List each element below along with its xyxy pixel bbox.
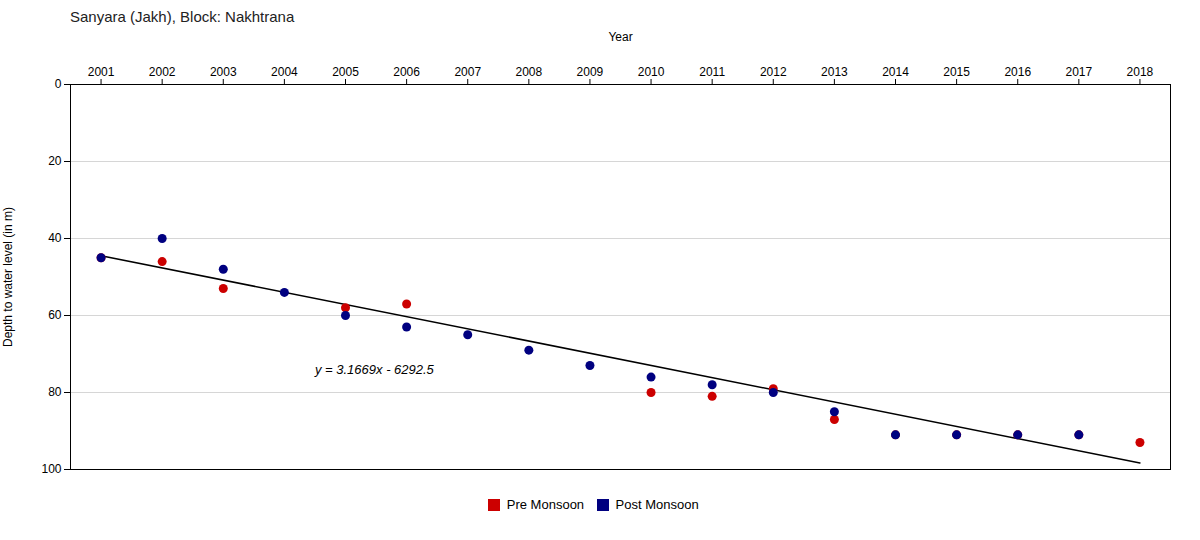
html-text:Pre Monsoon: Pre Monsoon xyxy=(506,497,585,512)
svg-text:2007: 2007 xyxy=(454,65,481,79)
svg-text:2014: 2014 xyxy=(882,65,909,79)
svg-text:2012: 2012 xyxy=(760,65,787,79)
svg-text:2018: 2018 xyxy=(1127,65,1154,79)
svg-text:20: 20 xyxy=(48,154,62,168)
svg-text:2013: 2013 xyxy=(821,65,848,79)
svg-text:y = 3.1669x - 6292.5: y = 3.1669x - 6292.5 xyxy=(314,362,435,377)
svg-text:60: 60 xyxy=(48,308,62,322)
svg-text:2003: 2003 xyxy=(210,65,237,79)
svg-text:2011: 2011 xyxy=(699,65,725,79)
svg-text:2017: 2017 xyxy=(1065,65,1092,79)
svg-text:0: 0 xyxy=(55,77,62,91)
svg-text:Depth to water level (in m): Depth to water level (in m) xyxy=(1,207,15,347)
svg-text:2009: 2009 xyxy=(577,65,604,79)
svg-text:2008: 2008 xyxy=(515,65,542,79)
svg-text:2004: 2004 xyxy=(271,65,298,79)
svg-text:2010: 2010 xyxy=(638,65,665,79)
svg-text:2016: 2016 xyxy=(1004,65,1031,79)
html-text:Sanyara (Jakh), Block: Nakhtra: Sanyara (Jakh), Block: Nakhtrana xyxy=(70,8,295,25)
svg-text:2006: 2006 xyxy=(393,65,420,79)
svg-text:2002: 2002 xyxy=(149,65,176,79)
html-text:Post Monsoon: Post Monsoon xyxy=(615,497,699,512)
svg-text:100: 100 xyxy=(41,462,61,476)
svg-text:2001: 2001 xyxy=(88,65,115,79)
svg-text:80: 80 xyxy=(48,385,62,399)
svg-text:2005: 2005 xyxy=(332,65,359,79)
svg-text:40: 40 xyxy=(48,231,62,245)
svg-text:Year: Year xyxy=(608,30,632,44)
svg-text:2015: 2015 xyxy=(943,65,970,79)
